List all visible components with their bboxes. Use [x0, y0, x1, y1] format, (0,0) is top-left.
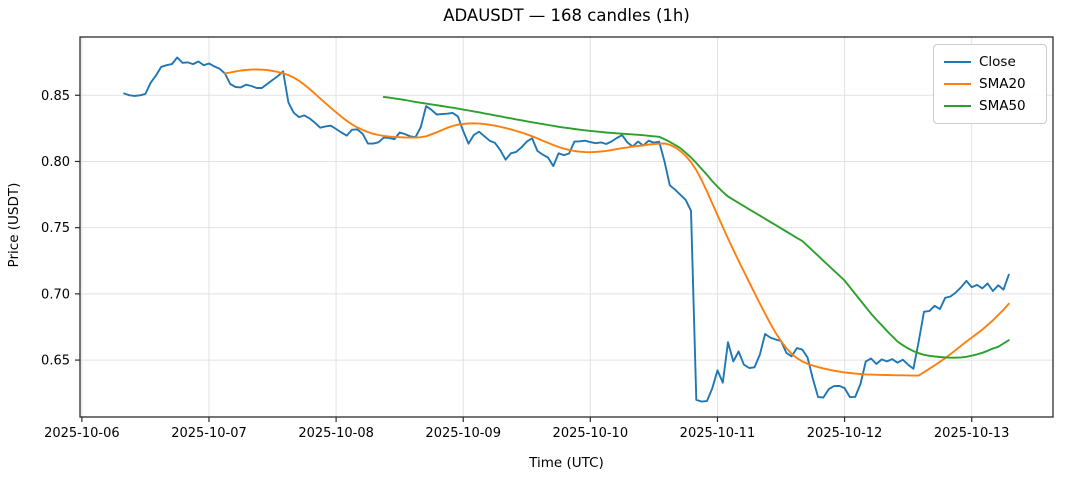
- close-line: [123, 56, 1010, 403]
- legend-label-sma20: SMA20: [979, 76, 1026, 92]
- x-tick-label: 2025-10-12: [807, 426, 883, 441]
- x-tick-label: 2025-10-06: [44, 426, 120, 441]
- plot-border: [79, 36, 1054, 418]
- x-tick-label: 2025-10-11: [680, 426, 756, 441]
- x-tick-label: 2025-10-13: [934, 426, 1010, 441]
- sma20-line: [223, 68, 1010, 377]
- x-axis-label: Time (UTC): [529, 455, 604, 471]
- close-line-swatch-icon: [944, 61, 971, 63]
- chart-title: ADAUSDT — 168 candles (1h): [443, 6, 690, 25]
- y-tick-label: 0.85: [41, 89, 70, 104]
- legend-label-sma50: SMA50: [979, 98, 1026, 114]
- sma20-line-swatch-icon: [944, 83, 971, 85]
- legend-label-close: Close: [979, 54, 1016, 70]
- sma50-line: [382, 96, 1010, 359]
- x-tick-label: 2025-10-09: [425, 426, 501, 441]
- y-tick-label: 0.80: [41, 155, 70, 170]
- sma50-line-swatch-icon: [944, 105, 971, 107]
- legend: Close SMA20 SMA50: [933, 44, 1047, 124]
- legend-item-sma50: SMA50: [944, 95, 1036, 117]
- x-tick-label: 2025-10-08: [298, 426, 374, 441]
- x-tick-label: 2025-10-07: [171, 426, 247, 441]
- y-tick-label: 0.70: [41, 287, 70, 302]
- legend-item-close: Close: [944, 51, 1036, 73]
- y-tick-label: 0.65: [41, 354, 70, 369]
- x-tick-label: 2025-10-10: [553, 426, 629, 441]
- legend-item-sma20: SMA20: [944, 73, 1036, 95]
- y-tick-label: 0.75: [41, 221, 70, 236]
